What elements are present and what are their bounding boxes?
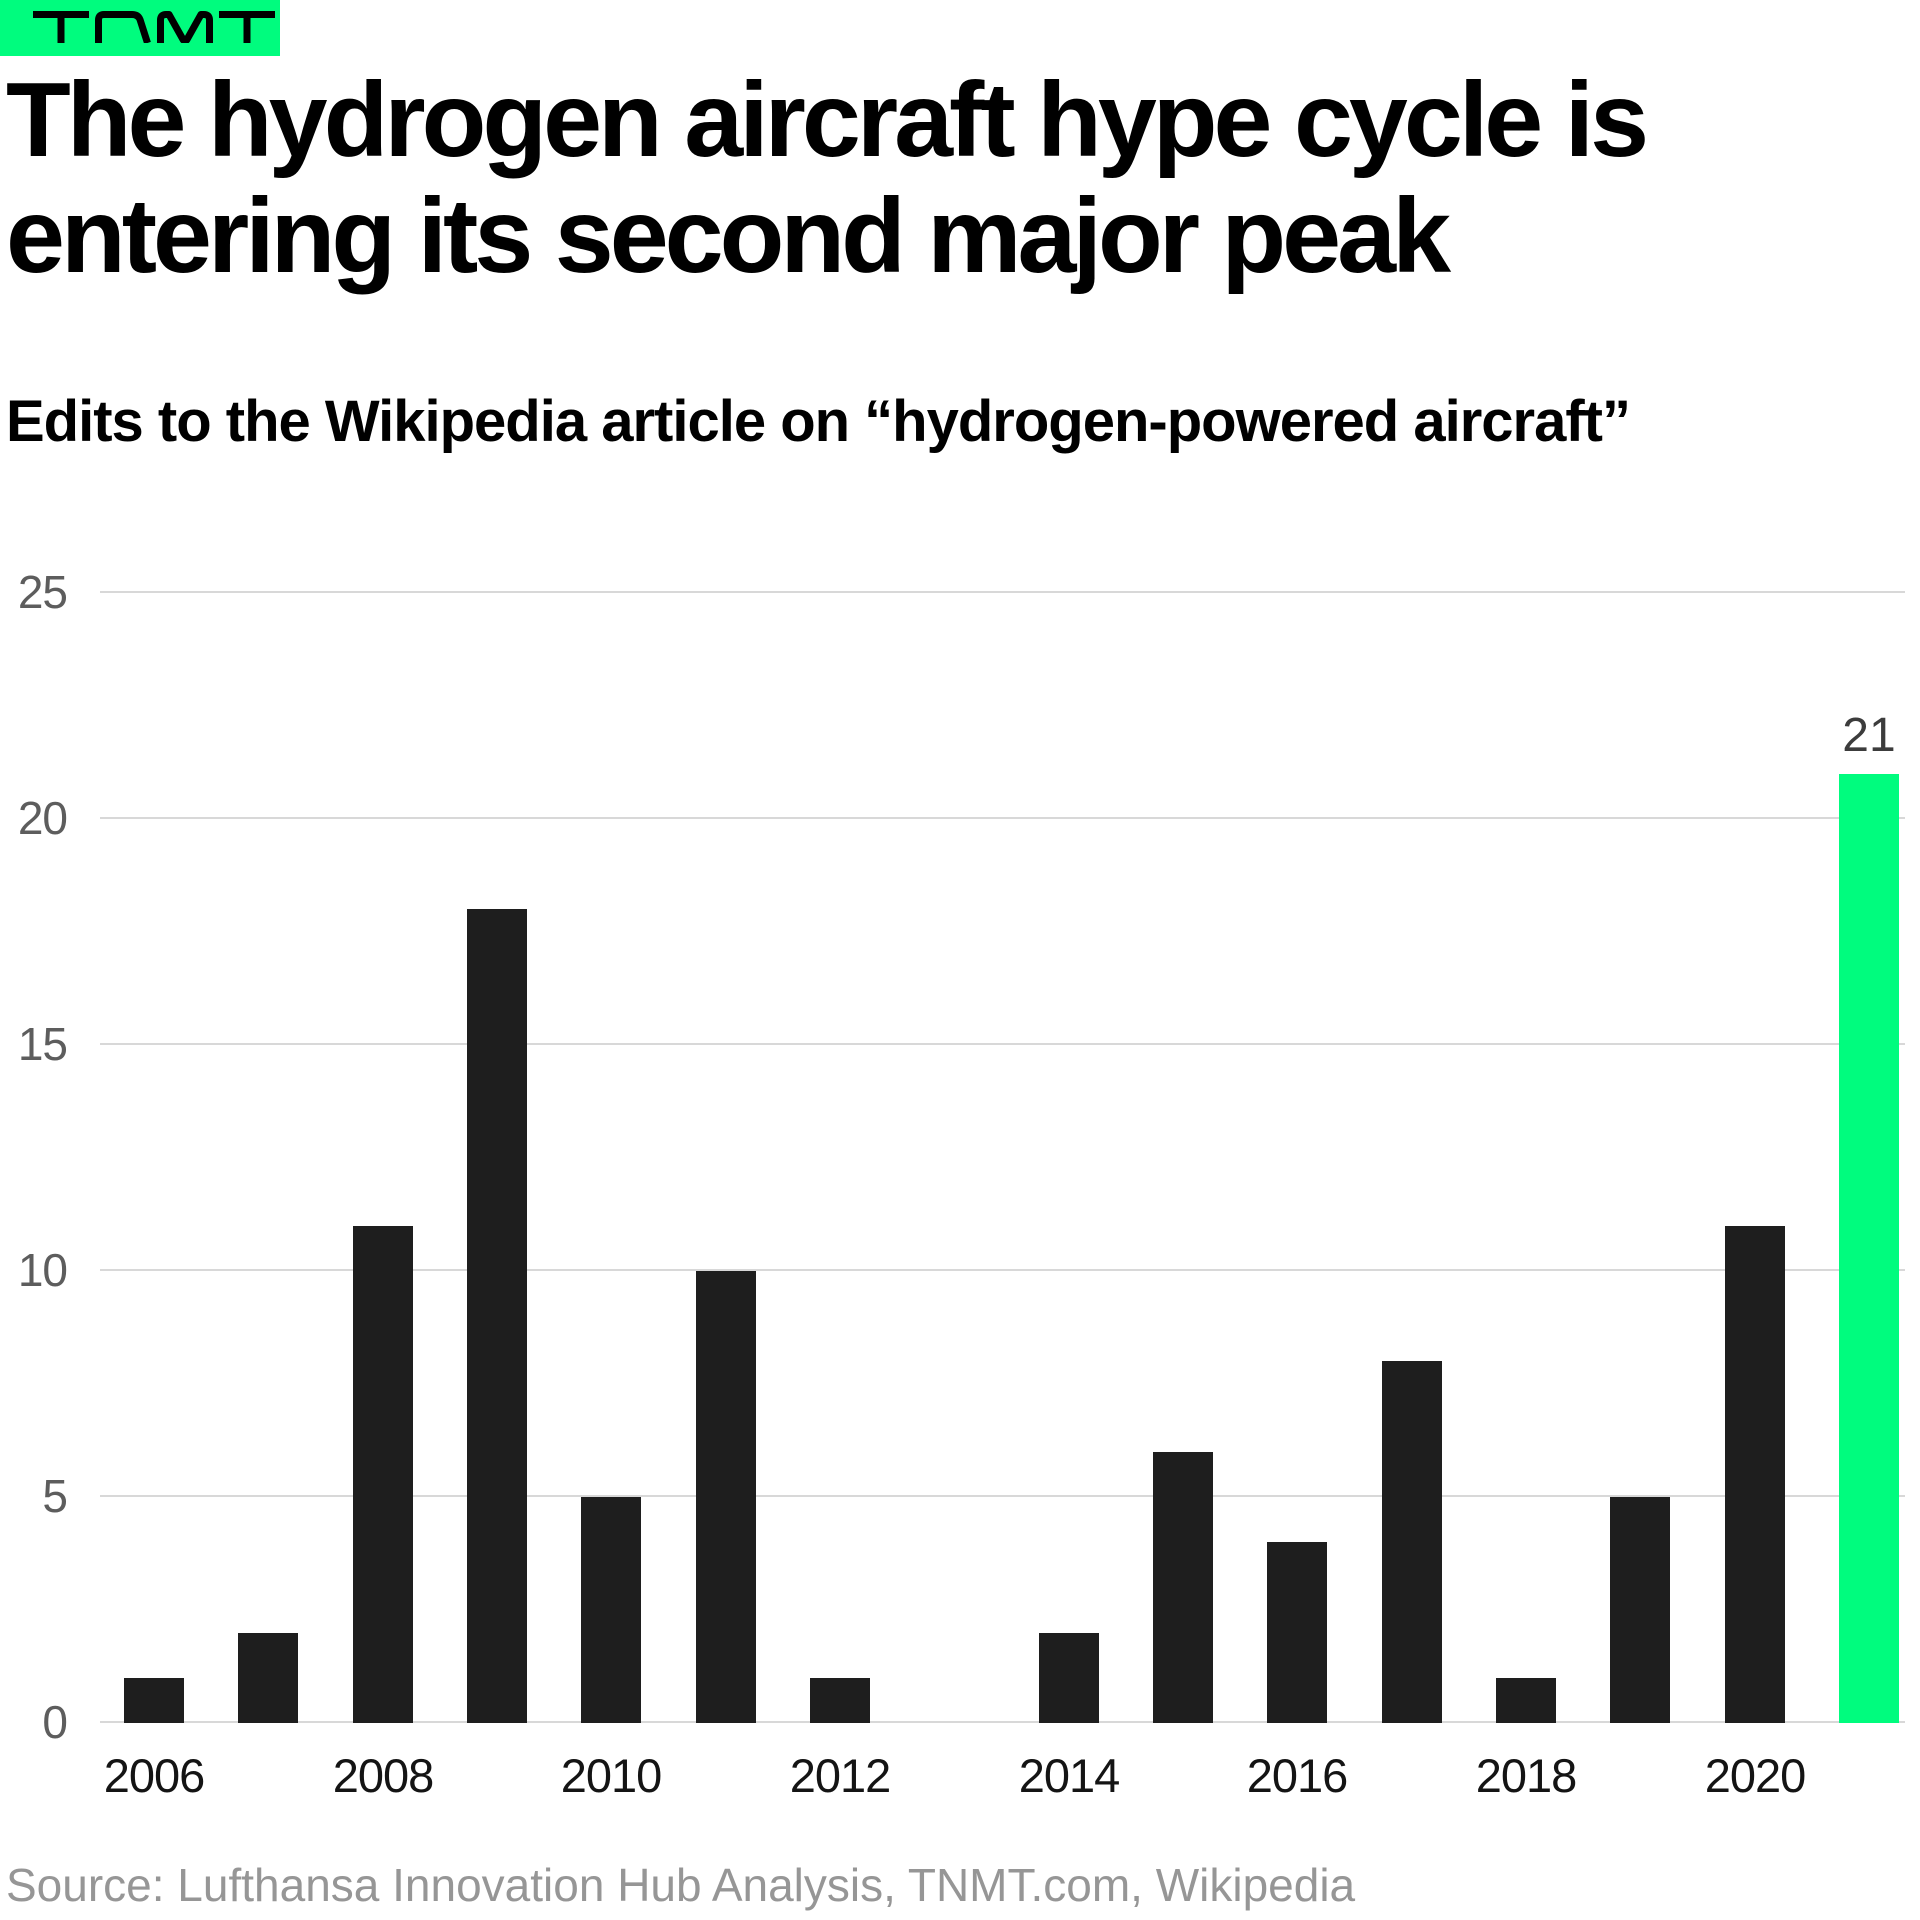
page-title: The hydrogen aircraft hype cycle is ente… bbox=[6, 62, 1916, 294]
bar-2014 bbox=[1039, 1633, 1099, 1723]
y-axis-tick-label-20: 20 bbox=[17, 792, 68, 844]
y-axis-tick-label-25: 25 bbox=[17, 566, 68, 618]
gridline-y-15 bbox=[100, 1043, 1905, 1045]
page-title-line2: entering its second major peak bbox=[6, 177, 1451, 295]
bar-2019 bbox=[1610, 1497, 1670, 1723]
x-axis-tick-label-2016: 2016 bbox=[1246, 1749, 1349, 1802]
y-axis-tick-label-5: 5 bbox=[42, 1470, 68, 1522]
gridline-y-20 bbox=[100, 817, 1905, 819]
bar-2007 bbox=[238, 1633, 298, 1723]
gridline-y-10 bbox=[100, 1269, 1905, 1271]
page-title-line1: The hydrogen aircraft hype cycle is bbox=[6, 61, 1649, 179]
gridline-y-5 bbox=[100, 1495, 1905, 1497]
x-axis-tick-label-2018: 2018 bbox=[1475, 1749, 1578, 1802]
x-axis-tick-label-2020: 2020 bbox=[1704, 1749, 1807, 1802]
bar-2017 bbox=[1382, 1361, 1442, 1723]
bar-2009 bbox=[467, 909, 527, 1723]
bar-2010 bbox=[581, 1497, 641, 1723]
y-axis-tick-label-0: 0 bbox=[42, 1696, 68, 1748]
gridline-y-25 bbox=[100, 591, 1905, 593]
x-axis-tick-label-2012: 2012 bbox=[789, 1749, 892, 1802]
bar-2015 bbox=[1153, 1452, 1213, 1723]
bar-2011 bbox=[696, 1271, 756, 1723]
x-axis-tick-label-2010: 2010 bbox=[560, 1749, 663, 1802]
page-subtitle: Edits to the Wikipedia article on “hydro… bbox=[6, 389, 1631, 454]
x-axis-tick-label-2008: 2008 bbox=[332, 1749, 435, 1802]
bar-2020 bbox=[1725, 1226, 1785, 1723]
y-axis-tick-label-15: 15 bbox=[17, 1018, 68, 1070]
bar-2021 bbox=[1839, 774, 1899, 1723]
y-axis-tick-label-10: 10 bbox=[17, 1244, 68, 1296]
bar-2016 bbox=[1267, 1542, 1327, 1723]
x-axis-tick-label-2006: 2006 bbox=[103, 1749, 206, 1802]
tnmt-logo-letters bbox=[33, 11, 275, 43]
bar-2018 bbox=[1496, 1678, 1556, 1723]
source-note: Source: Lufthansa Innovation Hub Analysi… bbox=[6, 1859, 1356, 1911]
tnmt-logo: TNMT bbox=[0, 0, 280, 56]
bar-value-label-2021: 21 bbox=[1842, 709, 1896, 762]
gridline-y-0 bbox=[100, 1721, 1905, 1723]
bar-2012 bbox=[810, 1678, 870, 1723]
bar-2006 bbox=[124, 1678, 184, 1723]
x-axis-tick-label-2014: 2014 bbox=[1018, 1749, 1121, 1802]
bar-2008 bbox=[353, 1226, 413, 1723]
